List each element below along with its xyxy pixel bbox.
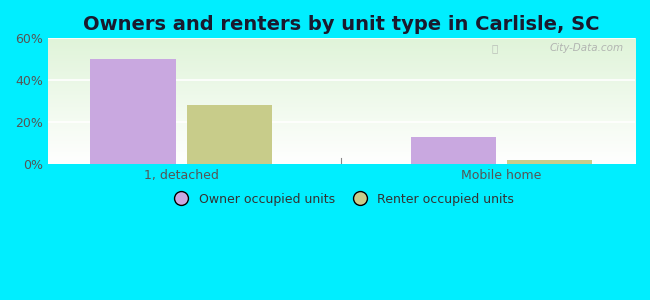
- Bar: [507, 160, 592, 164]
- Bar: [187, 106, 272, 164]
- Title: Owners and renters by unit type in Carlisle, SC: Owners and renters by unit type in Carli…: [83, 15, 599, 34]
- Legend: Owner occupied units, Renter occupied units: Owner occupied units, Renter occupied un…: [164, 188, 519, 211]
- Bar: [90, 59, 176, 164]
- Bar: [411, 137, 496, 164]
- Text: ⓘ: ⓘ: [491, 44, 497, 53]
- Text: City-Data.com: City-Data.com: [549, 44, 623, 53]
